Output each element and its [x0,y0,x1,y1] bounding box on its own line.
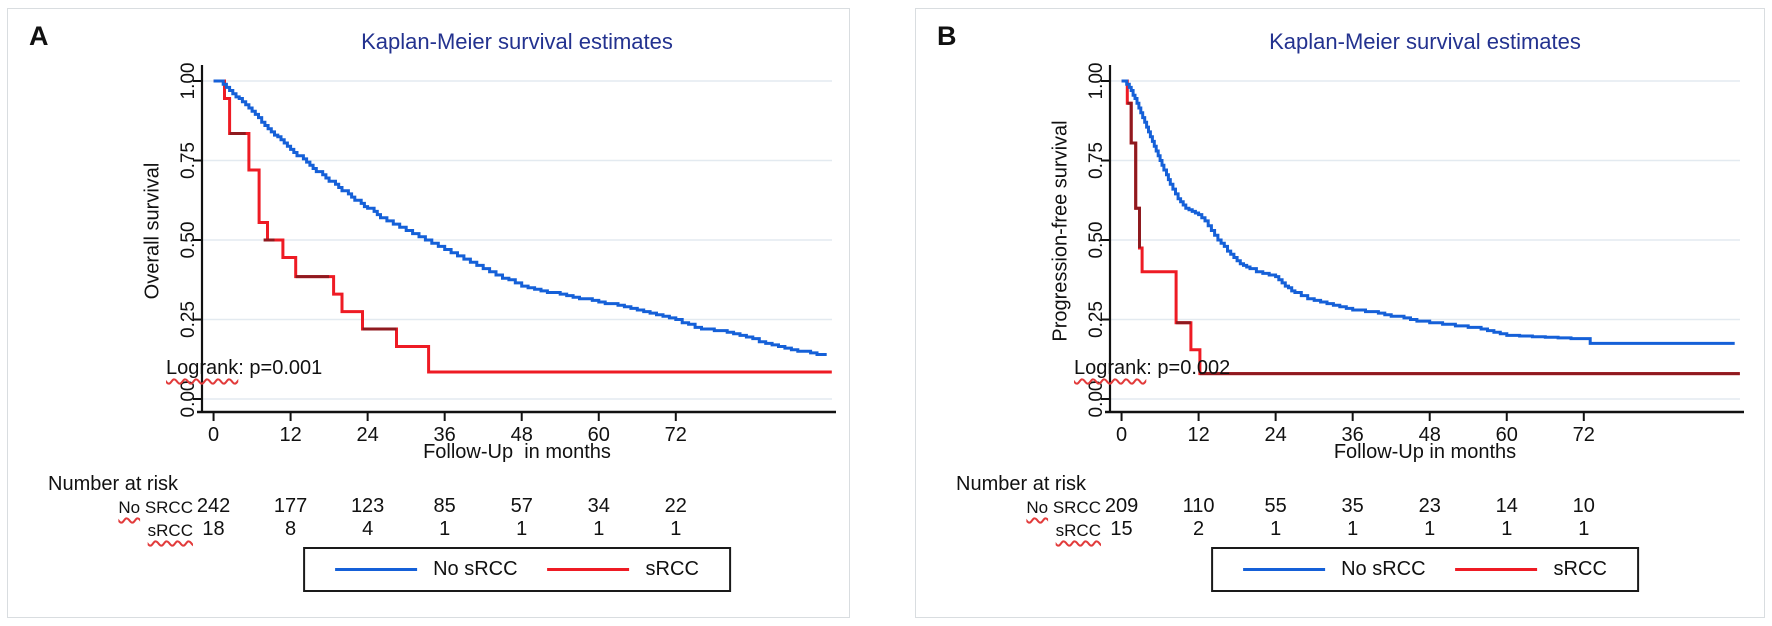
x-tick-label: 60 [588,424,610,446]
legend-label-srcc: sRCC [645,558,699,580]
srcc-line-swatch [1455,568,1538,571]
legend-item-no-srcc: No sRCC [1243,558,1426,581]
y-tick-label: 1.00 [178,63,199,100]
risk-count: 1 [1270,518,1282,540]
x-tick-label: 12 [1187,424,1209,446]
panel-b-risk-table-heading: Number at risk [956,473,1087,495]
no-srcc-line-swatch [1243,568,1326,571]
panel-b-title: Kaplan-Meier survival estimates [1269,29,1581,54]
risk-count: 55 [1264,495,1287,517]
x-tick-label: 12 [279,424,301,446]
panel-b-km-plot: 0.00 0.25 0.50 0.75 1.00 0 12 24 36 48 60 72 [1086,63,1744,446]
legend-item-no-srcc: No sRCC [335,558,518,581]
risk-count: 1 [593,518,605,540]
risk-count: 35 [1341,495,1364,517]
x-tick-label: 72 [665,424,687,446]
panel-a-x-axis-label: Follow-Up in months [423,441,611,463]
x-tick-label: 0 [1116,424,1127,446]
panel-a-risk-row-label-no-srcc: No SRCC [118,498,193,517]
risk-count: 1 [516,518,528,540]
srcc-line-swatch [547,568,630,571]
risk-count: 2 [1193,518,1205,540]
risk-count: 110 [1182,495,1215,517]
y-tick-label: 0.00 [178,381,199,418]
logrank-pvalue: : p=0.001 [238,357,323,379]
risk-count: 1 [1424,518,1436,540]
srcc-curve [213,79,832,374]
panel-a-card: A Kaplan-Meier survival estimates Overal… [7,8,850,618]
x-tick-label: 48 [1419,424,1441,446]
y-tick-label: 0.75 [1086,142,1107,179]
panel-a-logrank-annotation: Logrank: p=0.001 [166,357,322,380]
srcc-curve-dark-segment [1127,101,1141,248]
x-tick-label: 36 [1342,424,1364,446]
risk-count: 1 [1501,518,1513,540]
panel-b-logrank-annotation: Logrank: p=0.002 [1074,357,1230,380]
risk-count: 8 [285,518,297,540]
panel-b-risk-row-label-srcc: sRCC [1055,521,1101,540]
risk-count: 85 [433,495,456,517]
legend-label-no-srcc: No sRCC [1341,558,1426,580]
x-tick-label: 0 [208,424,219,446]
risk-count: 1 [439,518,451,540]
panel-b-risk-row-label-no-srcc: No SRCC [1026,498,1101,517]
risk-count: 22 [664,495,687,517]
srcc-curve [1121,79,1740,376]
panel-b-card: B Kaplan-Meier survival estimates Progre… [915,8,1765,618]
x-tick-label: 72 [1573,424,1595,446]
panel-a-letter: A [29,21,49,51]
y-tick-label: 0.50 [178,222,199,259]
logrank-word: Logrank [166,357,239,379]
y-tick-label: 0.25 [1086,301,1107,338]
risk-count: 14 [1495,495,1518,517]
x-tick-label: 48 [511,424,533,446]
x-tick-label: 36 [434,424,456,446]
risk-count: 1 [1578,518,1590,540]
risk-count: 209 [1104,495,1139,517]
risk-count: 1 [1347,518,1359,540]
risk-count: 15 [1110,518,1133,540]
risk-count: 1 [670,518,682,540]
y-tick-label: 0.25 [178,301,199,338]
logrank-word: Logrank [1074,357,1147,379]
risk-count: 57 [510,495,533,517]
x-tick-label: 60 [1496,424,1518,446]
y-tick-label: 0.75 [178,142,199,179]
y-tick-label: 0.50 [1086,222,1107,259]
risk-count: 177 [273,495,308,517]
risk-count: 242 [196,495,231,517]
panel-a-risk-table-heading: Number at risk [48,473,179,495]
risk-count: 18 [202,518,225,540]
panel-a-title: Kaplan-Meier survival estimates [361,29,673,54]
y-tick-label: 1.00 [1086,63,1107,100]
risk-count: 23 [1418,495,1441,517]
x-tick-label: 24 [1265,424,1287,446]
panel-a-km-plot: 0.00 0.25 0.50 0.75 1.00 0 12 24 36 48 60 72 [178,63,836,446]
no-srcc-line-swatch [335,568,418,571]
x-tick-label: 24 [357,424,379,446]
panel-a-legend: No sRCC sRCC [303,547,731,592]
panel-b-letter: B [937,21,957,51]
y-tick-label: 0.00 [1086,381,1107,418]
risk-count: 123 [350,495,385,517]
panel-b-x-axis-label: Follow-Up in months [1333,441,1517,463]
legend-item-srcc: sRCC [547,558,699,581]
no-srcc-curve [1121,79,1735,345]
panel-b-legend: No sRCC sRCC [1211,547,1639,592]
logrank-pvalue: : p=0.002 [1146,357,1231,379]
legend-item-srcc: sRCC [1455,558,1607,581]
risk-count: 34 [587,495,610,517]
risk-count: 10 [1572,495,1595,517]
no-srcc-curve [213,79,827,356]
risk-count: 4 [362,518,374,540]
legend-label-no-srcc: No sRCC [433,558,518,580]
panel-a-risk-row-label-srcc: sRCC [147,521,193,540]
legend-label-srcc: sRCC [1553,558,1607,580]
